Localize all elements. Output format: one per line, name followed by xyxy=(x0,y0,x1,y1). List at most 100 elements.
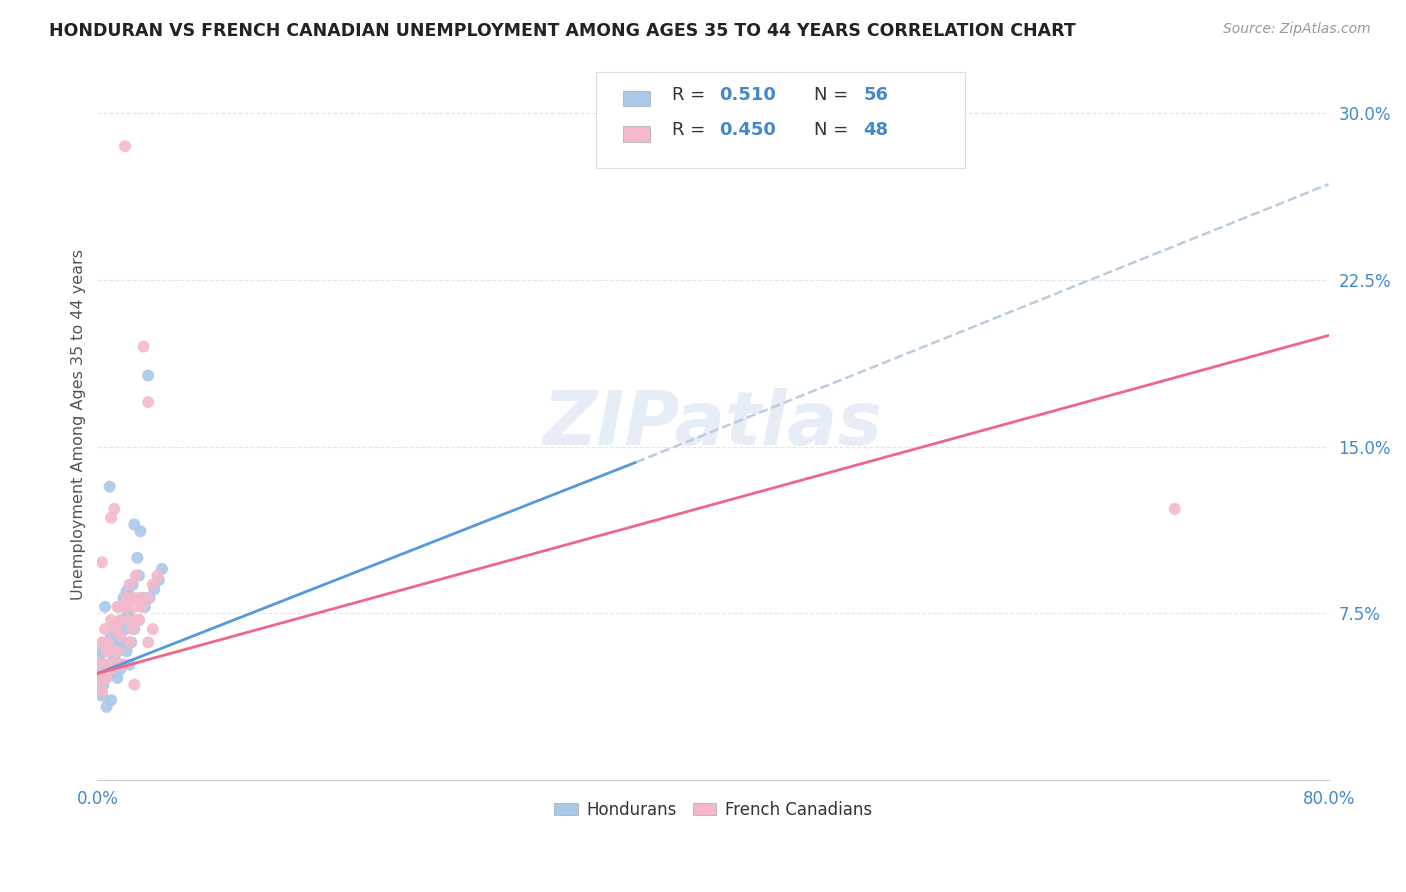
Point xyxy=(118,657,141,672)
Point xyxy=(110,662,132,676)
Point xyxy=(118,589,141,603)
Text: R =: R = xyxy=(672,86,711,103)
Text: HONDURAN VS FRENCH CANADIAN UNEMPLOYMENT AMONG AGES 35 TO 44 YEARS CORRELATION C: HONDURAN VS FRENCH CANADIAN UNEMPLOYMENT… xyxy=(49,22,1076,40)
Point xyxy=(97,635,120,649)
Point xyxy=(96,699,118,714)
Point xyxy=(103,502,125,516)
Point xyxy=(93,678,115,692)
Point xyxy=(121,591,143,605)
Point xyxy=(101,657,124,672)
Point xyxy=(114,622,136,636)
Point xyxy=(103,656,125,670)
Text: R =: R = xyxy=(672,121,711,139)
Text: 48: 48 xyxy=(863,121,889,139)
Legend: Hondurans, French Canadians: Hondurans, French Canadians xyxy=(547,794,879,825)
Point xyxy=(91,689,114,703)
Point xyxy=(100,666,122,681)
Point xyxy=(125,568,148,582)
Point xyxy=(112,591,135,605)
Point xyxy=(97,657,120,672)
Point xyxy=(96,671,118,685)
FancyBboxPatch shape xyxy=(623,91,650,106)
Text: Source: ZipAtlas.com: Source: ZipAtlas.com xyxy=(1223,22,1371,37)
Text: 0.450: 0.450 xyxy=(718,121,776,139)
Point xyxy=(105,644,128,658)
Point xyxy=(87,651,110,665)
Point xyxy=(94,599,117,614)
Point xyxy=(134,599,156,614)
Point xyxy=(138,591,160,605)
Point xyxy=(112,657,135,672)
Point xyxy=(105,671,128,685)
Point xyxy=(115,584,138,599)
Point xyxy=(98,644,121,658)
Point xyxy=(98,480,121,494)
Text: N =: N = xyxy=(814,86,853,103)
Point xyxy=(121,622,143,636)
Point xyxy=(100,629,122,643)
Text: N =: N = xyxy=(814,121,853,139)
Point xyxy=(117,607,139,621)
Point xyxy=(118,635,141,649)
Point xyxy=(128,568,150,582)
Point xyxy=(142,577,165,591)
Point xyxy=(110,613,132,627)
Point xyxy=(146,568,169,582)
Point xyxy=(128,613,150,627)
Point xyxy=(142,622,165,636)
FancyBboxPatch shape xyxy=(596,72,966,169)
Point xyxy=(128,613,150,627)
Point xyxy=(100,693,122,707)
Point xyxy=(114,599,136,614)
Point xyxy=(91,673,114,688)
Point xyxy=(110,635,132,649)
Point xyxy=(91,684,114,698)
Point xyxy=(103,651,125,665)
Point xyxy=(125,613,148,627)
Point xyxy=(103,622,125,636)
Point xyxy=(118,577,141,591)
Point xyxy=(129,524,152,538)
Text: ZIPatlas: ZIPatlas xyxy=(543,388,883,461)
Point xyxy=(96,640,118,654)
Point xyxy=(1164,502,1187,516)
Point xyxy=(93,657,115,672)
Point xyxy=(105,644,128,658)
Point xyxy=(87,678,110,692)
Point xyxy=(120,613,142,627)
Text: 0.510: 0.510 xyxy=(718,86,776,103)
Point xyxy=(87,656,110,670)
Point xyxy=(91,644,114,658)
Point xyxy=(124,599,146,614)
Point xyxy=(110,657,132,672)
Y-axis label: Unemployment Among Ages 35 to 44 years: Unemployment Among Ages 35 to 44 years xyxy=(72,249,86,600)
Point xyxy=(89,666,111,681)
Point xyxy=(111,613,134,627)
Point xyxy=(124,622,146,636)
Point xyxy=(105,599,128,614)
Point xyxy=(150,562,173,576)
Point xyxy=(117,613,139,627)
Point xyxy=(148,573,170,587)
Text: 56: 56 xyxy=(863,86,889,103)
Point xyxy=(136,368,159,383)
FancyBboxPatch shape xyxy=(623,126,650,142)
Point xyxy=(121,577,143,591)
Point xyxy=(103,622,125,636)
Point xyxy=(91,555,114,569)
Point xyxy=(131,599,153,614)
Point xyxy=(94,657,117,672)
Point xyxy=(143,582,166,596)
Point xyxy=(104,635,127,649)
Point xyxy=(97,644,120,658)
Point xyxy=(124,517,146,532)
Point xyxy=(115,591,138,605)
Point xyxy=(118,613,141,627)
Point xyxy=(136,591,159,605)
Point xyxy=(120,635,142,649)
Point xyxy=(112,599,135,614)
Point xyxy=(127,550,149,565)
Point xyxy=(96,644,118,658)
Point xyxy=(114,139,136,153)
Point xyxy=(108,599,131,614)
